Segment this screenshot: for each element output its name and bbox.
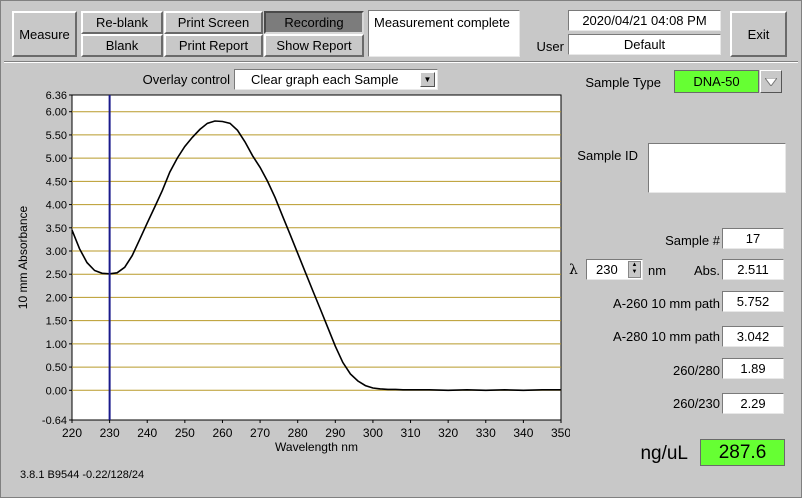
sample-id-field[interactable] [648, 143, 786, 193]
a280-field: 3.042 [722, 326, 784, 347]
ratio-260-280-label: 260/280 [673, 363, 720, 378]
a260-label: A-260 10 mm path [613, 296, 720, 311]
toolbar-divider [4, 61, 798, 63]
ratio-260-230-label: 260/230 [673, 396, 720, 411]
lambda-input[interactable]: 230 ▲ ▼ [586, 259, 643, 280]
y-tick-label: 4.00 [46, 200, 67, 212]
status-message: Measurement complete [368, 10, 520, 57]
ratio-260-280-field: 1.89 [722, 358, 784, 379]
sample-number-label: Sample # [665, 233, 720, 248]
datetime-display: 2020/04/21 04:08 PM [568, 10, 721, 31]
concentration-value: 287.6 [700, 439, 785, 466]
user-label: User [536, 39, 564, 54]
y-tick-label: 1.00 [46, 339, 67, 351]
dropdown-triangle-icon[interactable] [760, 70, 782, 93]
plot-area [71, 94, 562, 421]
ratio-260-230-field: 2.29 [722, 393, 784, 414]
lambda-symbol: λ [569, 262, 578, 278]
sample-type-value: DNA-50 [674, 70, 759, 93]
overlay-control-label: Overlay control [142, 72, 230, 87]
reblank-button[interactable]: Re-blank [81, 11, 163, 34]
y-tick-label: 2.00 [46, 292, 67, 304]
y-tick-label: 2.50 [46, 269, 67, 281]
measure-button[interactable]: Measure [12, 11, 77, 57]
a260-field: 5.752 [722, 291, 784, 312]
y-tick-label: 5.00 [46, 153, 67, 165]
y-tick-label: -0.64 [42, 415, 67, 427]
sample-id-label: Sample ID [577, 148, 638, 163]
y-tick-label: 0.50 [46, 362, 67, 374]
chevron-down-icon[interactable]: ▼ [420, 72, 435, 87]
a280-label: A-280 10 mm path [613, 329, 720, 344]
print-screen-button[interactable]: Print Screen [164, 11, 263, 34]
x-tick-label: 250 [175, 426, 195, 440]
sample-number-field: 17 [722, 228, 784, 249]
spinner-icon[interactable]: ▲ ▼ [628, 261, 641, 278]
exit-button[interactable]: Exit [730, 11, 787, 57]
y-tick-label: 1.50 [46, 316, 67, 328]
x-tick-label: 270 [250, 426, 270, 440]
x-tick-label: 230 [100, 426, 120, 440]
y-tick-label: 6.36 [46, 90, 67, 102]
x-tick-label: 240 [137, 426, 157, 440]
y-axis-label: 10 mm Absorbance [16, 205, 30, 309]
x-tick-label: 300 [363, 426, 383, 440]
lambda-value: 230 [596, 262, 618, 277]
x-axis-label: Wavelength nm [275, 440, 358, 454]
abs-field: 2.511 [722, 259, 784, 280]
absorbance-series-line [71, 120, 561, 392]
y-tick-label: 6.00 [46, 107, 67, 119]
absorbance-chart: 6.36 6.00 5.50 5.00 4.50 4.00 3.50 3.00 2.50 2.00… [16, 90, 570, 454]
concentration-label: ng/uL [640, 443, 688, 464]
show-report-button[interactable]: Show Report [264, 34, 364, 57]
x-tick-label: 290 [325, 426, 345, 440]
y-tick-label: 0.00 [46, 385, 67, 397]
y-tick-label: 3.00 [46, 246, 67, 258]
x-tick-label: 280 [288, 426, 308, 440]
x-tick-label: 330 [476, 426, 496, 440]
y-tick-label: 4.50 [46, 176, 67, 188]
sample-type-label: Sample Type [585, 75, 661, 90]
sample-type-select[interactable]: DNA-50 [674, 70, 782, 93]
y-tick-label: 3.50 [46, 223, 67, 235]
x-tick-label: 220 [62, 426, 82, 440]
x-tick-label: 260 [212, 426, 232, 440]
version-text: 3.8.1 B9544 -0.22/128/24 [20, 469, 145, 481]
x-tick-label: 340 [513, 426, 533, 440]
blank-button[interactable]: Blank [81, 34, 163, 57]
x-tick-label: 310 [401, 426, 421, 440]
lambda-unit: nm [648, 263, 667, 278]
print-report-button[interactable]: Print Report [164, 34, 263, 57]
overlay-control-value: Clear graph each Sample [251, 72, 399, 87]
user-field: Default [568, 34, 721, 55]
x-tick-label: 350 [551, 426, 570, 440]
recording-button[interactable]: Recording [264, 11, 364, 34]
y-tick-label: 5.50 [46, 130, 67, 142]
overlay-control-select[interactable]: Clear graph each Sample ▼ [234, 69, 438, 90]
x-tick-label: 320 [438, 426, 458, 440]
abs-label: Abs. [693, 263, 720, 278]
